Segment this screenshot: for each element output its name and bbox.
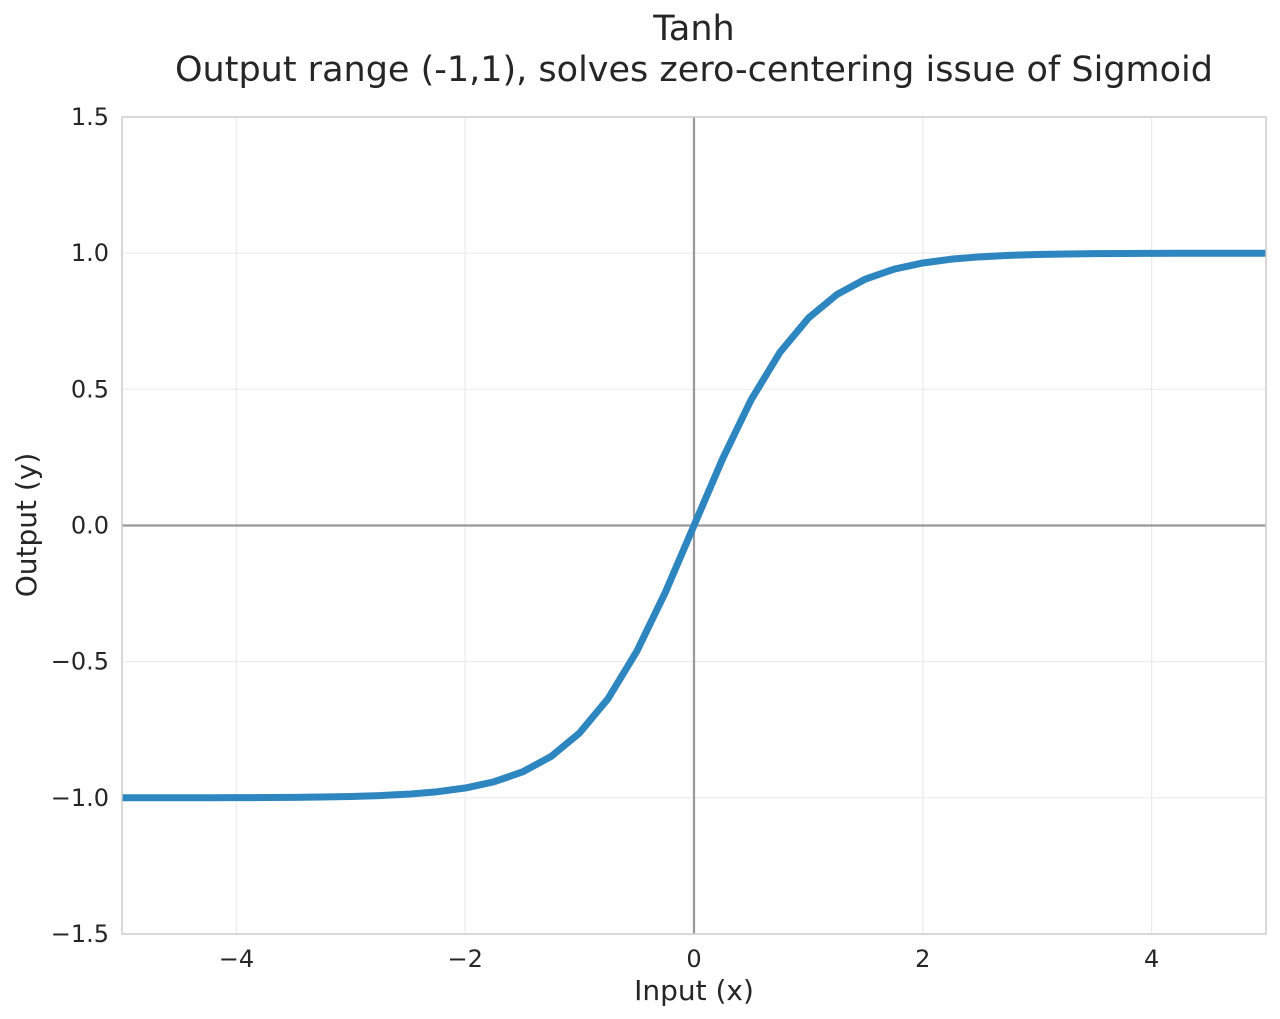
x-tick-labels: −4 −2 0 2 4 [219,945,1160,973]
chart-title: Tanh [652,9,734,49]
y-axis-label: Output (y) [10,453,43,598]
x-axis-label: Input (x) [634,974,754,1007]
y-tick-label: 0.5 [71,375,109,403]
tanh-line [122,249,1266,802]
y-tick-label: −0.5 [51,648,109,676]
y-tick-label: 1.5 [71,103,109,131]
x-tick-label: 2 [915,945,930,973]
y-tick-label: 0.0 [71,512,109,540]
x-tick-label: 4 [1144,945,1159,973]
y-tick-labels: 1.5 1.0 0.5 0.0 −0.5 −1.0 −1.5 [51,103,109,948]
chart-subtitle: Output range (-1,1), solves zero-centeri… [175,50,1213,90]
y-tick-label: 1.0 [71,239,109,267]
x-tick-label: 0 [686,945,701,973]
y-tick-label: −1.0 [51,784,109,812]
series-lines [122,249,1266,802]
x-tick-label: −2 [448,945,483,973]
x-tick-label: −4 [219,945,254,973]
y-tick-label: −1.5 [51,920,109,948]
plot-frame [121,116,1267,935]
